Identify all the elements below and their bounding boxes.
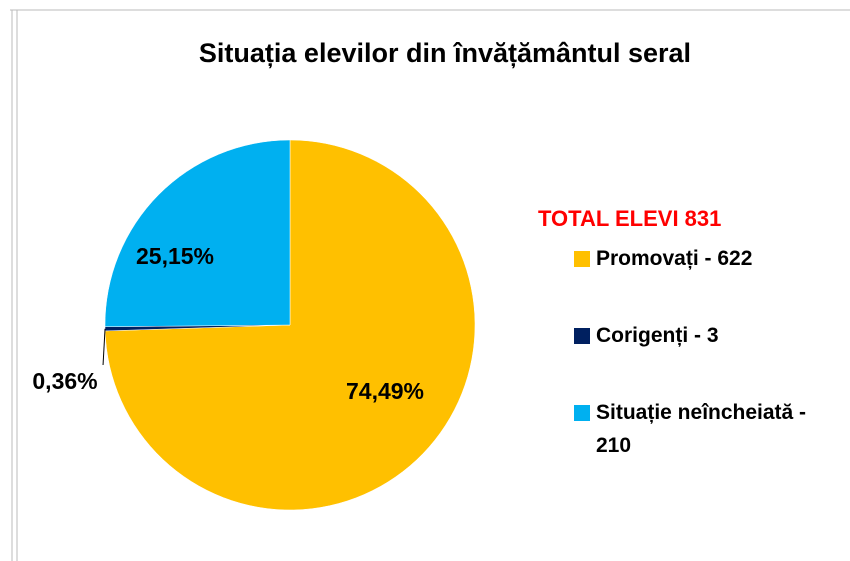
legend-item: Corigenți - 3 <box>574 319 838 352</box>
data-label: 25,15% <box>136 243 214 269</box>
legend-swatch <box>574 251 590 267</box>
leader-line <box>102 328 106 366</box>
data-label: 74,49% <box>346 378 424 404</box>
legend-item: Situație neîncheiată - 210 <box>574 396 838 462</box>
legend-label: Promovați - 622 <box>596 247 753 270</box>
legend-title: TOTAL ELEVI 831 <box>538 206 722 231</box>
legend-label: Corigenți - 3 <box>596 324 719 347</box>
data-label: 0,36% <box>32 368 97 394</box>
legend-swatch <box>574 405 590 421</box>
legend-item: Promovați - 622 <box>574 242 838 275</box>
legend-swatch <box>574 328 590 344</box>
legend-label: Situație neîncheiată - 210 <box>596 401 807 457</box>
chart-title: Situația elevilor din învățământul seral <box>199 38 691 68</box>
pie-slice <box>104 139 291 327</box>
legend: TOTAL ELEVI 831 Promovați - 622 Corigenți… <box>538 206 838 506</box>
